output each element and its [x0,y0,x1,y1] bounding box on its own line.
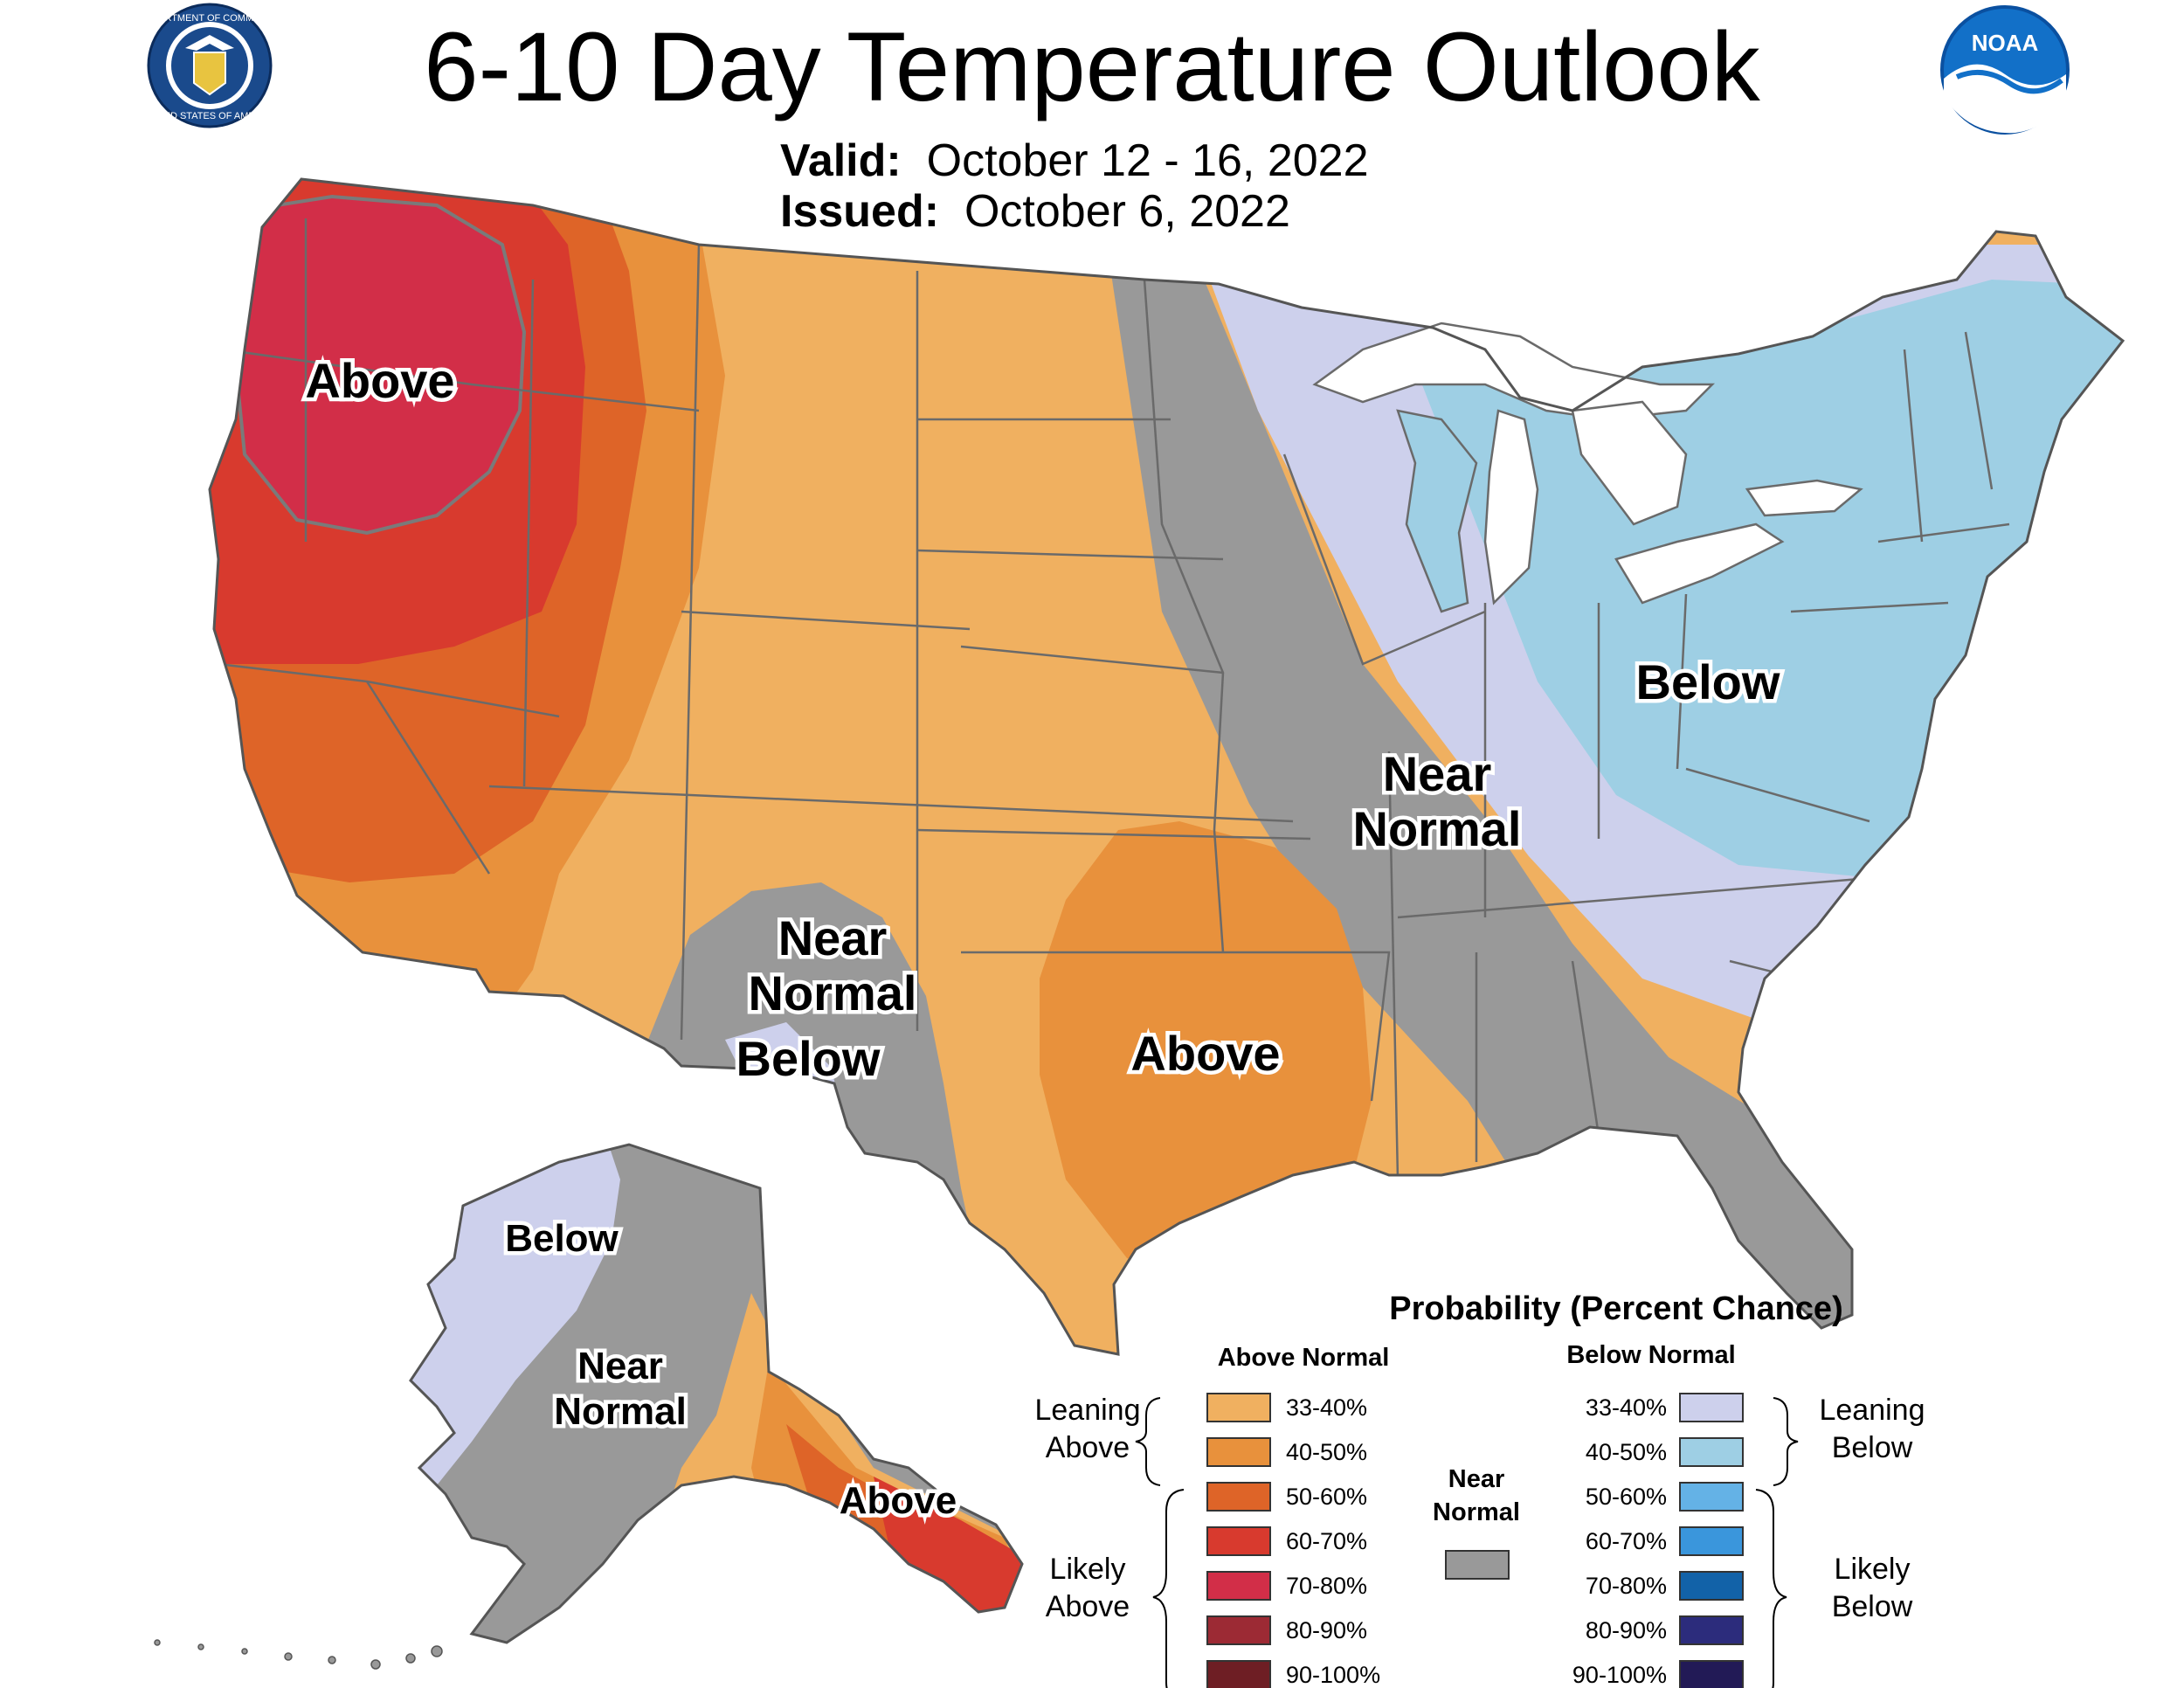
brace-leaning-below [1773,1397,1799,1486]
label-ak-normal: Normal [554,1390,687,1433]
legend-below-swatch-1 [1679,1437,1744,1467]
legend-above-label-5: 80-90% [1286,1617,1367,1643]
valid-line: Valid: October 12 - 16, 2022 [780,135,1369,187]
brace-leaning-above [1135,1397,1161,1486]
legend-above-swatch-3 [1206,1526,1271,1556]
legend-below-label-5: 80-90% [1586,1617,1667,1643]
legend-above-swatch-4 [1206,1571,1271,1601]
legend: Probability (Percent Chance) Above Norma… [1034,1290,1925,1688]
legend-below-label-2: 50-60% [1586,1484,1667,1510]
legend-above-swatch-0 [1206,1393,1271,1422]
legend-below-label-6: 90-100% [1572,1662,1667,1688]
legend-above-label-2: 50-60% [1286,1484,1367,1510]
legend-leaning-above-1: Leaning [1034,1394,1140,1427]
legend-below-label-3: 60-70% [1586,1528,1667,1554]
label-south-above: Above [1130,1026,1280,1081]
conus-outline [208,177,2125,1356]
legend-near-swatch [1445,1550,1510,1580]
legend-leaning-above-2: Above [1046,1431,1130,1464]
seal-text-top: DEPARTMENT OF COMMERCE [139,13,280,24]
legend-likely-below-2: Below [1832,1590,1913,1623]
brace-likely-above [1152,1489,1185,1688]
legend-below-header: Below Normal [1566,1341,1735,1369]
legend-above-label-1: 40-50% [1286,1439,1367,1465]
department-of-commerce-seal-icon: DEPARTMENT OF COMMERCE UNITED STATES OF … [139,3,280,128]
label-sw-normal: Normal [749,965,917,1020]
legend-above-swatch-5 [1206,1615,1271,1645]
brace-likely-below [1755,1489,1787,1688]
legend-below-label-4: 70-80% [1586,1573,1667,1599]
label-ak-near: Near [577,1345,663,1387]
legend-below-label-0: 33-40% [1586,1394,1667,1421]
legend-near-header-1: Near [1448,1465,1505,1493]
legend-above-rows: 33-40% 40-50% 50-60% 60-70% 70-80% 80-90% 90-1… [1206,1393,1380,1688]
seal-text-bottom: UNITED STATES OF AMERICA [142,111,279,121]
label-nw-above: Above [305,353,454,408]
noaa-logo-text: NOAA [1972,30,2039,56]
legend-below-swatch-3 [1679,1526,1744,1556]
legend-leaning-below-2: Below [1832,1431,1913,1464]
legend-title: Probability (Percent Chance) [1389,1290,1842,1327]
issued-line: Issued: October 6, 2022 [780,185,1290,238]
legend-near-header-2: Normal [1433,1498,1520,1526]
noaa-logo-icon: NOAA [1940,5,2070,135]
label-central-near: Near [1383,746,1492,801]
legend-likely-above-2: Above [1046,1590,1130,1623]
legend-below-swatch-2 [1679,1482,1744,1512]
legend-above-label-0: 33-40% [1286,1394,1367,1421]
legend-leaning-below-1: Leaning [1819,1394,1925,1427]
legend-likely-above-1: Likely [1050,1553,1126,1586]
alaska-outline [409,1143,1024,1644]
label-ak-below: Below [505,1217,619,1260]
legend-above-swatch-2 [1206,1482,1271,1512]
map-labels: Above Below Near Normal Near Normal Belo… [301,349,1784,1526]
legend-above-label-4: 70-80% [1286,1573,1367,1599]
label-sw-below: Below [736,1031,881,1086]
aleutian-islands [154,1639,443,1670]
page-title: 6-10 Day Temperature Outlook [424,12,1760,121]
legend-likely-below-1: Likely [1835,1553,1911,1586]
legend-above-label-6: 90-100% [1286,1662,1380,1688]
legend-below-rows: 33-40% 40-50% 50-60% 60-70% 70-80% 80-90% 90-1… [1572,1393,1744,1688]
conus-fills [210,179,2123,1354]
legend-above-swatch-1 [1206,1437,1271,1467]
legend-above-header: Above Normal [1218,1344,1390,1372]
great-lakes [1312,322,1863,613]
valid-label: Valid: [780,135,902,186]
label-sw-near: Near [778,910,888,965]
legend-below-swatch-4 [1679,1571,1744,1601]
legend-below-swatch-5 [1679,1615,1744,1645]
label-central-normal: Normal [1353,801,1522,856]
issued-label: Issued: [780,186,940,237]
legend-below-label-1: 40-50% [1586,1439,1667,1465]
legend-above-label-3: 60-70% [1286,1528,1367,1554]
legend-above-swatch-6 [1206,1660,1271,1688]
issued-value: October 6, 2022 [964,186,1290,237]
valid-value: October 12 - 16, 2022 [926,135,1369,186]
label-ak-above: Above [840,1479,957,1522]
legend-below-swatch-6 [1679,1660,1744,1688]
state-borders [218,218,2010,1180]
legend-below-swatch-0 [1679,1393,1744,1422]
label-east-below: Below [1636,654,1780,709]
